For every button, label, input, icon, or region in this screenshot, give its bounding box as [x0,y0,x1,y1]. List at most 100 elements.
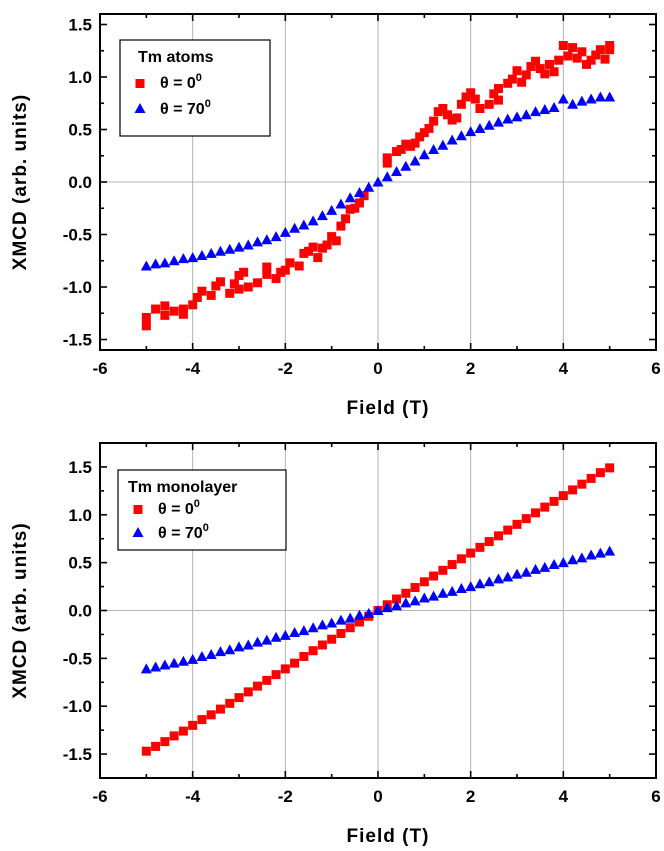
data-point-square [225,288,235,298]
data-point-triangle [187,252,199,263]
data-point-triangle [140,663,152,674]
data-point-square [197,715,207,725]
data-point-square [308,242,318,252]
data-point-square [447,115,457,125]
data-point-triangle [372,605,384,615]
data-point-square [568,43,578,53]
data-point-triangle [511,111,523,122]
data-point-square [558,41,568,50]
legend-entry-label: θ = 00 [160,72,202,92]
data-point-triangle [539,104,551,115]
data-point-square [419,577,429,587]
data-point-square [141,321,151,331]
data-point-triangle [233,641,245,652]
y-tick-label: 0.0 [68,173,92,192]
series-theta-0 [141,463,615,756]
data-point-square [215,277,225,287]
data-point-triangle [316,210,328,221]
data-point-square [410,583,420,593]
data-point-triangle [326,204,338,215]
data-point-triangle [502,113,514,124]
data-point-square [512,519,522,529]
data-point-triangle [344,612,356,623]
data-point-triangle [409,155,421,166]
data-point-triangle [446,134,458,145]
data-point-square [141,312,151,322]
data-point-square [456,554,466,564]
data-point-square [493,84,503,94]
legend-entry-text: θ = 70 [160,101,205,118]
data-point-square [586,55,596,65]
data-point-triangle [233,241,245,252]
data-point-triangle [335,198,347,209]
data-point-triangle [326,617,338,628]
data-point-square [229,279,239,289]
data-point-triangle [576,552,588,563]
data-point-square [290,658,300,668]
x-tick-label: -4 [185,359,201,378]
data-point-triangle [177,253,189,264]
x-tick-label: 2 [466,359,475,378]
data-point-square [160,301,170,311]
y-tick-label: -1.0 [63,697,92,716]
data-point-triangle [511,568,523,579]
data-point-triangle [594,547,606,558]
legend-entry-superscript: 0 [203,522,209,534]
legend-entry-text: θ = 0 [160,75,196,92]
data-point-triangle [159,257,171,268]
data-point-triangle [409,595,421,606]
y-axis-title: XMCD (arb. units) [10,522,31,698]
data-point-square [563,51,573,61]
data-point-square [401,588,411,598]
y-axis: 1.5 1.0 0.5 0.0 -0.5 -1.0 -1.5 [63,16,656,350]
data-point-triangle [252,636,264,647]
data-point-square [178,309,188,319]
data-point-triangle [585,93,597,104]
legend-marker-triangle [134,103,146,113]
data-point-square [253,278,263,288]
panel-top-tm-atoms: -6 -4 -2 0 2 4 6 1.5 1.0 0.5 0.0 -0.5 -1.0 -1.5 Field … [10,13,661,419]
data-point-triangle [530,106,542,117]
data-point-triangle [520,566,532,577]
data-point-triangle [168,657,180,668]
legend-box [117,469,287,551]
data-point-triangle [567,554,579,565]
data-point-square [294,261,304,271]
data-point-triangle [483,576,495,587]
data-point-square [299,651,309,661]
legend-title: Tm monolayer [128,479,237,496]
data-point-square [271,274,281,284]
y-tick-label: 1.5 [68,16,92,35]
data-point-square [526,62,536,71]
x-tick-label: 6 [651,359,660,378]
data-point-square [327,634,337,644]
data-point-square [262,262,272,272]
y-axis: 1.5 1.0 0.5 0.0 -0.5 -1.0 -1.5 [63,458,656,764]
legend-entry-text: θ = 70 [158,525,203,542]
data-point-triangle [418,149,430,160]
data-point-square [568,485,578,495]
data-point-square [192,293,202,302]
y-tick-label: -1.0 [63,278,92,297]
data-point-square [433,107,443,117]
data-point-square [299,248,309,258]
data-point-square [577,479,587,489]
data-point-triangle [307,215,319,226]
data-point-square [354,617,364,627]
legend-box [119,39,271,137]
data-point-triangle [539,561,551,572]
data-point-triangle [279,629,291,640]
data-point-triangle [372,176,384,187]
y-tick-label: -0.5 [63,226,92,245]
data-point-square [234,693,244,703]
data-point-triangle [168,255,180,266]
data-point-triangle [465,126,477,137]
data-point-triangle [205,649,217,660]
data-point-square [540,69,550,79]
panel-bottom-tm-monolayer: -6 -4 -2 0 2 4 6 1.5 1.0 0.5 0.0 -0.5 -1.0 -1.5 Field … [10,442,661,847]
data-point-square [313,253,323,263]
data-point-square [178,726,188,736]
data-point-square [401,139,411,149]
data-point-square [345,204,355,214]
